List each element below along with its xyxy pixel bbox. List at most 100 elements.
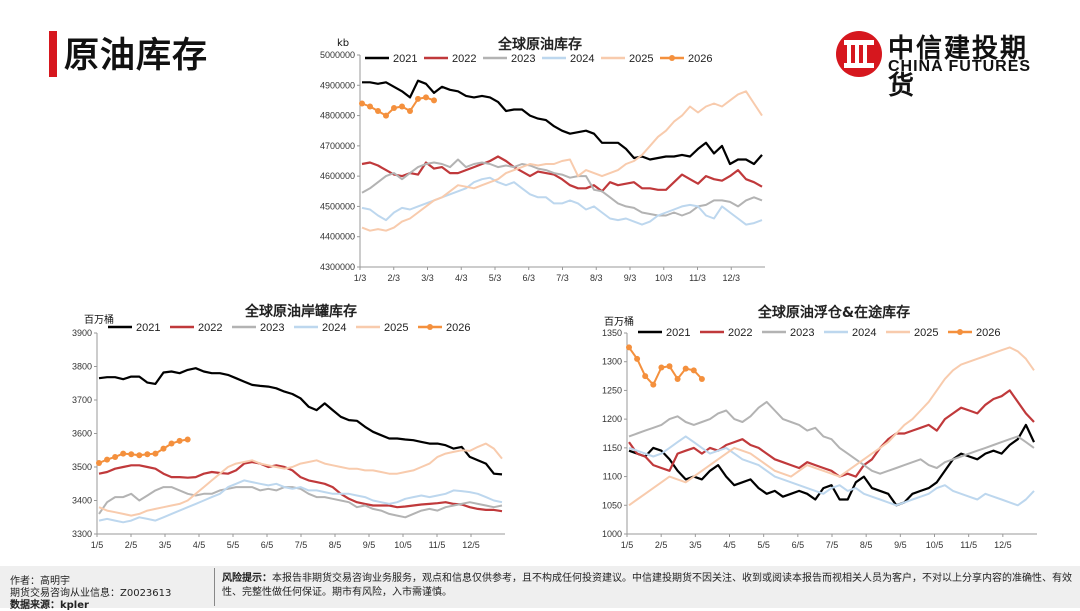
tank-x-tick-label: 1/5 [91,540,104,550]
global-x-tick-label: 1/3 [354,273,367,283]
floating-y-tick-label: 1200 [602,414,622,424]
global-x-tick-label: 5/3 [489,273,502,283]
floating-legend-marker-2026 [957,329,963,335]
floating-x-tick-label: 6/5 [792,540,805,550]
global-series-2026-point [399,103,405,110]
tank-legend-marker-2026 [427,324,433,330]
tank-series-2026-point [168,440,175,447]
tank-series-2026-point [136,452,143,459]
global-x-tick-label: 7/3 [556,273,569,283]
footer-bar [0,566,1080,608]
global-x-tick-label: 9/3 [624,273,637,283]
tank-legend-label-2022: 2022 [198,322,222,334]
tank-y-tick-label: 3900 [72,328,92,338]
floating-series-2026-point [690,367,697,374]
floating-series-2026-point [698,375,705,382]
global-series-2026-point [431,97,437,104]
global-legend-label-2026: 2026 [688,53,712,65]
floating-x-tick-label: 5/5 [757,540,770,550]
floating-series-2026-point [666,363,673,370]
global-series-2026-point [367,103,373,110]
logo-english-name: CHINA FUTURES [888,58,1032,75]
footer-risk-notice: 风险提示：本报告非期货交易咨询业务服务，观点和信息仅供参考，且不构成任何投资建议… [222,572,1072,600]
floating-x-tick-label: 4/5 [723,540,736,550]
floating-legend-label-2023: 2023 [790,327,814,339]
tank-y-tick-label: 3500 [72,462,92,472]
tank-series-2022-line [98,460,503,513]
tank-series-2026-point [184,436,191,443]
floating-legend-label-2025: 2025 [914,327,938,339]
tank-chart-title: 全球原油岸罐库存 [244,303,357,320]
floating-x-tick-label: 11/5 [960,540,977,550]
company-logo: 中信建投期货 CHINA FUTURES [834,28,1054,101]
global-legend-label-2021: 2021 [393,53,417,65]
logo-chinese-name: 中信建投期货 [888,34,1029,101]
global-x-tick-label: 3/3 [421,273,434,283]
tank-x-tick-label: 4/5 [193,540,206,550]
global-x-tick-label: 10/3 [655,273,673,283]
floating-series-2026-point [682,365,689,372]
floating-y-tick-label: 1350 [602,328,622,338]
tank-series-2024-line [98,479,503,524]
floating-legend-label-2024: 2024 [852,327,876,339]
floating-y-tick-label: 1050 [602,500,622,510]
floating-legend-label-2021: 2021 [666,327,690,339]
tank-x-tick-label: 7/5 [295,540,308,550]
tank-legend-label-2023: 2023 [260,322,284,334]
global-y-tick-label: 4500000 [320,201,355,211]
risk-text: 本报告非期货交易咨询业务服务，观点和信息仅供参考，且不构成任何投资建议。中信建投… [222,573,1072,598]
tank-x-tick-label: 6/5 [261,540,274,550]
tank-y-tick-label: 3600 [72,429,92,439]
global-legend-label-2024: 2024 [570,53,594,65]
tank-series-2026-point [152,450,159,457]
global-legend-marker-2026 [669,55,675,61]
title-accent-bar [49,31,57,77]
global-y-tick-label: 4600000 [320,171,355,181]
citic-emblem-icon [836,31,882,77]
tank-y-tick-label: 3800 [72,362,92,372]
tank-series-2026-point [112,453,119,460]
floating-series-2026-point [650,381,657,388]
global-x-tick-label: 6/3 [522,273,535,283]
tank-series-2025-line [98,442,503,517]
global-y-tick-label: 4700000 [320,141,355,151]
global-chart: 全球原油库存 kb 4300000 4400000 4500000 4600000 4700… [320,36,765,283]
tank-x-tick-label: 8/5 [329,540,342,550]
tank-x-tick-label: 2/5 [125,540,138,550]
floating-y-tick-label: 1250 [602,385,622,395]
global-series-2026-line [361,96,435,117]
global-y-tick-label: 4800000 [320,111,355,121]
tank-legend-label-2025: 2025 [384,322,408,334]
global-series-2024-line [361,176,763,226]
floating-x-tick-label: 10/5 [926,540,944,550]
global-x-tick-label: 12/3 [722,273,740,283]
global-y-tick-label: 4400000 [320,232,355,242]
floating-y-tick-label: 1300 [602,357,622,367]
footer-license: 期货交易咨询从业信息：Z0023613 [10,588,172,599]
floating-x-tick-label: 12/5 [994,540,1012,550]
tank-x-tick-label: 12/5 [462,540,480,550]
floating-legend-label-2026: 2026 [976,327,1000,339]
floating-legend-label-2022: 2022 [728,327,752,339]
footer-divider [214,568,215,606]
global-series-2026-point [407,108,413,115]
global-legend-label-2023: 2023 [511,53,535,65]
floating-x-tick-label: 7/5 [826,540,839,550]
floating-series-2026-line [628,346,703,386]
tank-legend-label-2026: 2026 [446,322,470,334]
charts-canvas: 全球原油库存 kb 4300000 4400000 4500000 4600000 4700… [72,36,1037,550]
floating-series-2026-point [658,364,665,371]
tank-series-2023-line [98,486,503,519]
global-series-2026-point [375,108,381,115]
global-x-tick-label: 11/3 [689,273,706,283]
floating-series-2026-point [674,375,681,382]
global-x-tick-label: 8/3 [590,273,603,283]
footer-author: 作者：高明宇 [10,576,70,587]
global-x-tick-label: 4/3 [455,273,468,283]
tank-x-tick-label: 3/5 [159,540,172,550]
tank-series-2026-point [128,451,135,458]
tank-y-tick-label: 3700 [72,395,92,405]
tank-legend-label-2021: 2021 [136,322,160,334]
